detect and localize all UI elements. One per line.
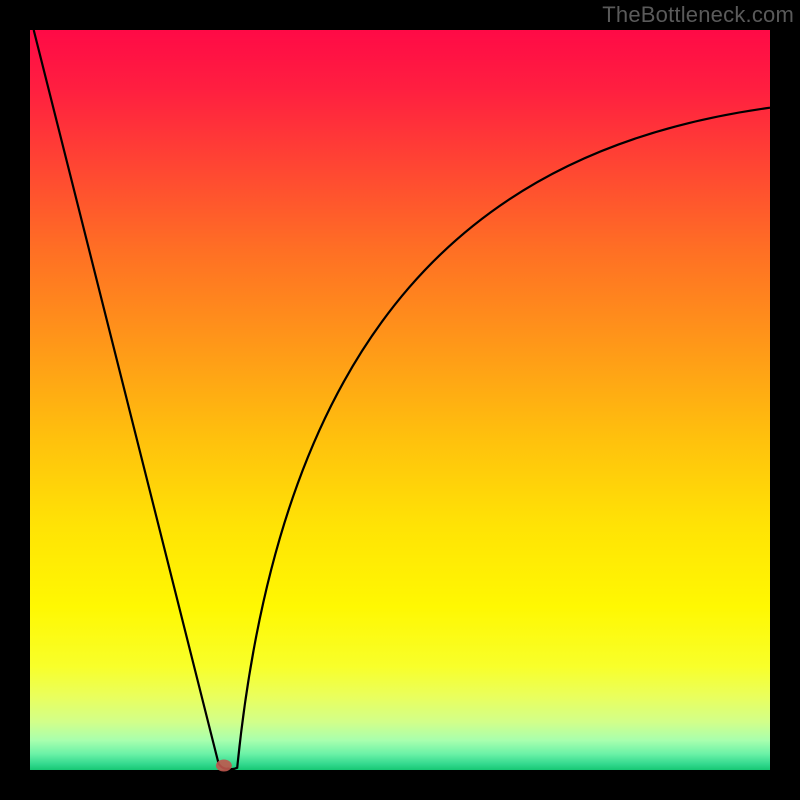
plot-background [30,30,770,770]
chart-container: TheBottleneck.com [0,0,800,800]
bottleneck-chart [0,0,800,800]
watermark-text: TheBottleneck.com [602,2,794,28]
optimum-marker [216,760,232,772]
